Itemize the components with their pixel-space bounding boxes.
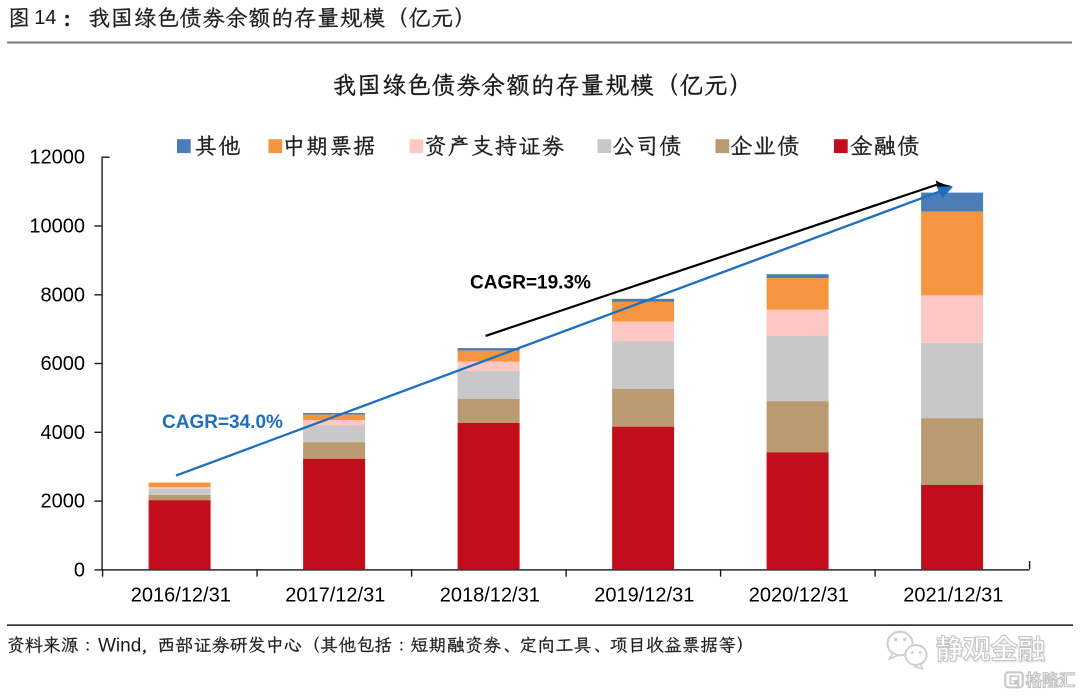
svg-text:2000: 2000: [41, 491, 86, 513]
svg-text:4000: 4000: [41, 422, 86, 444]
svg-text:2020/12/31: 2020/12/31: [749, 584, 849, 606]
svg-text:10000: 10000: [29, 216, 85, 238]
svg-text:14: 14: [34, 7, 56, 29]
svg-text:2019/12/31: 2019/12/31: [594, 584, 694, 606]
svg-text:6000: 6000: [41, 353, 86, 375]
svg-text:12000: 12000: [29, 147, 85, 169]
svg-text:Wind: Wind: [98, 636, 141, 657]
svg-text:CAGR=34.0%: CAGR=34.0%: [162, 412, 283, 433]
svg-text:CAGR=19.3%: CAGR=19.3%: [470, 273, 591, 294]
svg-text:2021/12/31: 2021/12/31: [903, 584, 1003, 606]
svg-text:2018/12/31: 2018/12/31: [440, 584, 540, 606]
svg-text:2016/12/31: 2016/12/31: [131, 584, 231, 606]
svg-text:2017/12/31: 2017/12/31: [285, 584, 385, 606]
svg-text:0: 0: [74, 559, 85, 581]
svg-text:8000: 8000: [41, 284, 86, 306]
